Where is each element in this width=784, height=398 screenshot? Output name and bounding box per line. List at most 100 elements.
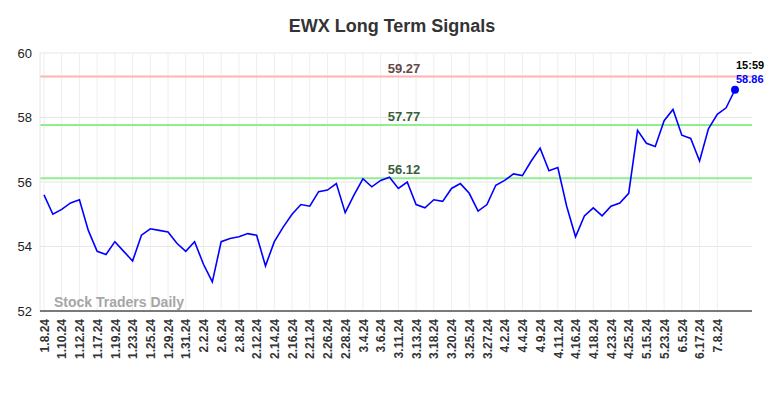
x-tick: 1.12.24 xyxy=(73,311,87,359)
x-tick: 4.2.24 xyxy=(498,311,512,352)
grid-line xyxy=(40,311,752,312)
x-tick: 2.2.24 xyxy=(197,311,211,352)
x-tick: 4.4.24 xyxy=(516,311,530,352)
chart: Stock Traders Daily59.2757.7756.1215:595… xyxy=(0,0,784,398)
x-tick: 3.4.24 xyxy=(357,311,371,352)
x-tick-label: 1.12.24 xyxy=(73,319,87,359)
x-tick-label: 3.20.24 xyxy=(445,319,459,359)
x-tick-label: 4.18.24 xyxy=(587,319,601,359)
grid-line xyxy=(44,53,45,311)
grid-line xyxy=(274,53,275,311)
reference-line xyxy=(40,124,752,126)
x-tick: 1.10.24 xyxy=(55,311,69,359)
x-tick-label: 5.15.24 xyxy=(640,319,654,359)
reference-line xyxy=(40,177,752,179)
grid-line xyxy=(610,53,611,311)
title: EWX Long Term Signals xyxy=(289,16,496,36)
x-tick-label: 1.29.24 xyxy=(162,319,176,359)
x-tick-label: 1.23.24 xyxy=(126,319,140,359)
grid-line xyxy=(61,53,62,311)
x-tick-label: 2.21.24 xyxy=(303,319,317,359)
x-tick: 1.29.24 xyxy=(162,311,176,359)
x-tick-label: 4.23.24 xyxy=(605,319,619,359)
grid-line xyxy=(168,53,169,311)
series-line xyxy=(44,90,735,282)
x-tick: 6.17.24 xyxy=(693,311,707,359)
grid-line xyxy=(345,53,346,311)
x-tick-label: 4.4.24 xyxy=(516,319,530,353)
grid-line xyxy=(699,53,700,311)
x-tick-label: 3.13.24 xyxy=(410,319,424,359)
x-tick: 3.20.24 xyxy=(445,311,459,359)
x-tick-label: 3.18.24 xyxy=(427,319,441,359)
x-tick: 5.23.24 xyxy=(658,311,672,359)
x-tick: 1.31.24 xyxy=(179,311,193,359)
value-label: 58.86 xyxy=(736,73,764,85)
reference-label: 57.77 xyxy=(388,109,421,124)
x-axis: 1.8.241.10.24 1.12.24 1.17.24 1.19.241.23.2… xyxy=(38,311,752,359)
y-axis-line xyxy=(40,54,41,312)
x-tick: 1.8.24 xyxy=(38,311,52,352)
x-tick: 2.26.24 xyxy=(321,311,335,359)
x-tick-label: 1.25.24 xyxy=(144,319,158,359)
grid-line xyxy=(203,53,204,311)
x-tick-label: 3.4.24 xyxy=(357,319,371,353)
y-tick-label: 58 xyxy=(18,110,32,125)
x-tick: 4.25.24 xyxy=(622,311,636,359)
x-tick: 4.18.24 xyxy=(587,311,601,359)
x-tick-label: 7.8.24 xyxy=(711,319,725,353)
x-tick: 1.23.24 xyxy=(126,311,140,359)
x-tick: 3.6.24 xyxy=(374,311,388,352)
grid-line xyxy=(380,53,381,311)
grid-line xyxy=(504,53,505,311)
x-tick: 4.16.24 xyxy=(569,311,583,359)
x-tick-label: 4.25.24 xyxy=(622,319,636,359)
x-tick: 3.27.24 xyxy=(481,311,495,359)
grid-line xyxy=(40,246,752,247)
grid-line xyxy=(646,53,647,311)
grid-line xyxy=(114,53,115,311)
grid-line xyxy=(451,53,452,311)
watermark: Stock Traders Daily xyxy=(54,294,184,310)
x-tick: 2.21.24 xyxy=(303,311,317,359)
x-tick: 6.5.24 xyxy=(676,311,690,352)
x-tick-label: 6.5.24 xyxy=(676,319,690,353)
time-label: 15:59 xyxy=(736,59,764,71)
x-tick-label: 2.12.24 xyxy=(250,319,264,359)
grid-line xyxy=(362,53,363,311)
x-tick: 3.13.24 xyxy=(410,311,424,359)
grid-line xyxy=(185,53,186,311)
x-tick-label: 4.2.24 xyxy=(498,319,512,353)
y-tick: 56 xyxy=(18,175,40,190)
reference-label: 56.12 xyxy=(388,162,421,177)
x-tick: 2.28.24 xyxy=(339,311,353,359)
grid-line xyxy=(681,53,682,311)
grid-line xyxy=(416,53,417,311)
x-tick: 1.19.24 xyxy=(109,311,123,359)
x-tick-label: 2.28.24 xyxy=(339,319,353,359)
x-tick: 3.25.24 xyxy=(463,311,477,359)
x-tick: 7.8.24 xyxy=(711,311,725,352)
grid-line xyxy=(309,53,310,311)
x-tick-label: 3.25.24 xyxy=(463,319,477,359)
x-tick: 2.6.24 xyxy=(215,311,229,352)
x-tick-label: 2.16.24 xyxy=(286,319,300,359)
grid-line xyxy=(327,53,328,311)
y-tick: 54 xyxy=(18,239,40,254)
grid-line xyxy=(717,53,718,311)
x-tick: 1.17.24 xyxy=(91,311,105,359)
x-tick: 4.9.24 xyxy=(534,311,548,352)
y-axis: 5254565860 xyxy=(18,46,41,319)
x-tick-label: 1.8.24 xyxy=(38,319,52,353)
grid-line xyxy=(575,53,576,311)
x-tick-label: 1.17.24 xyxy=(91,319,105,359)
y-tick: 60 xyxy=(18,46,40,61)
grid-line xyxy=(97,53,98,311)
grid-line xyxy=(132,53,133,311)
grid-line xyxy=(593,53,594,311)
x-tick-label: 2.26.24 xyxy=(321,319,335,359)
x-tick: 3.18.24 xyxy=(427,311,441,359)
x-tick-label: 3.6.24 xyxy=(374,319,388,353)
x-tick-label: 2.8.24 xyxy=(233,319,247,353)
y-tick-label: 56 xyxy=(18,175,32,190)
